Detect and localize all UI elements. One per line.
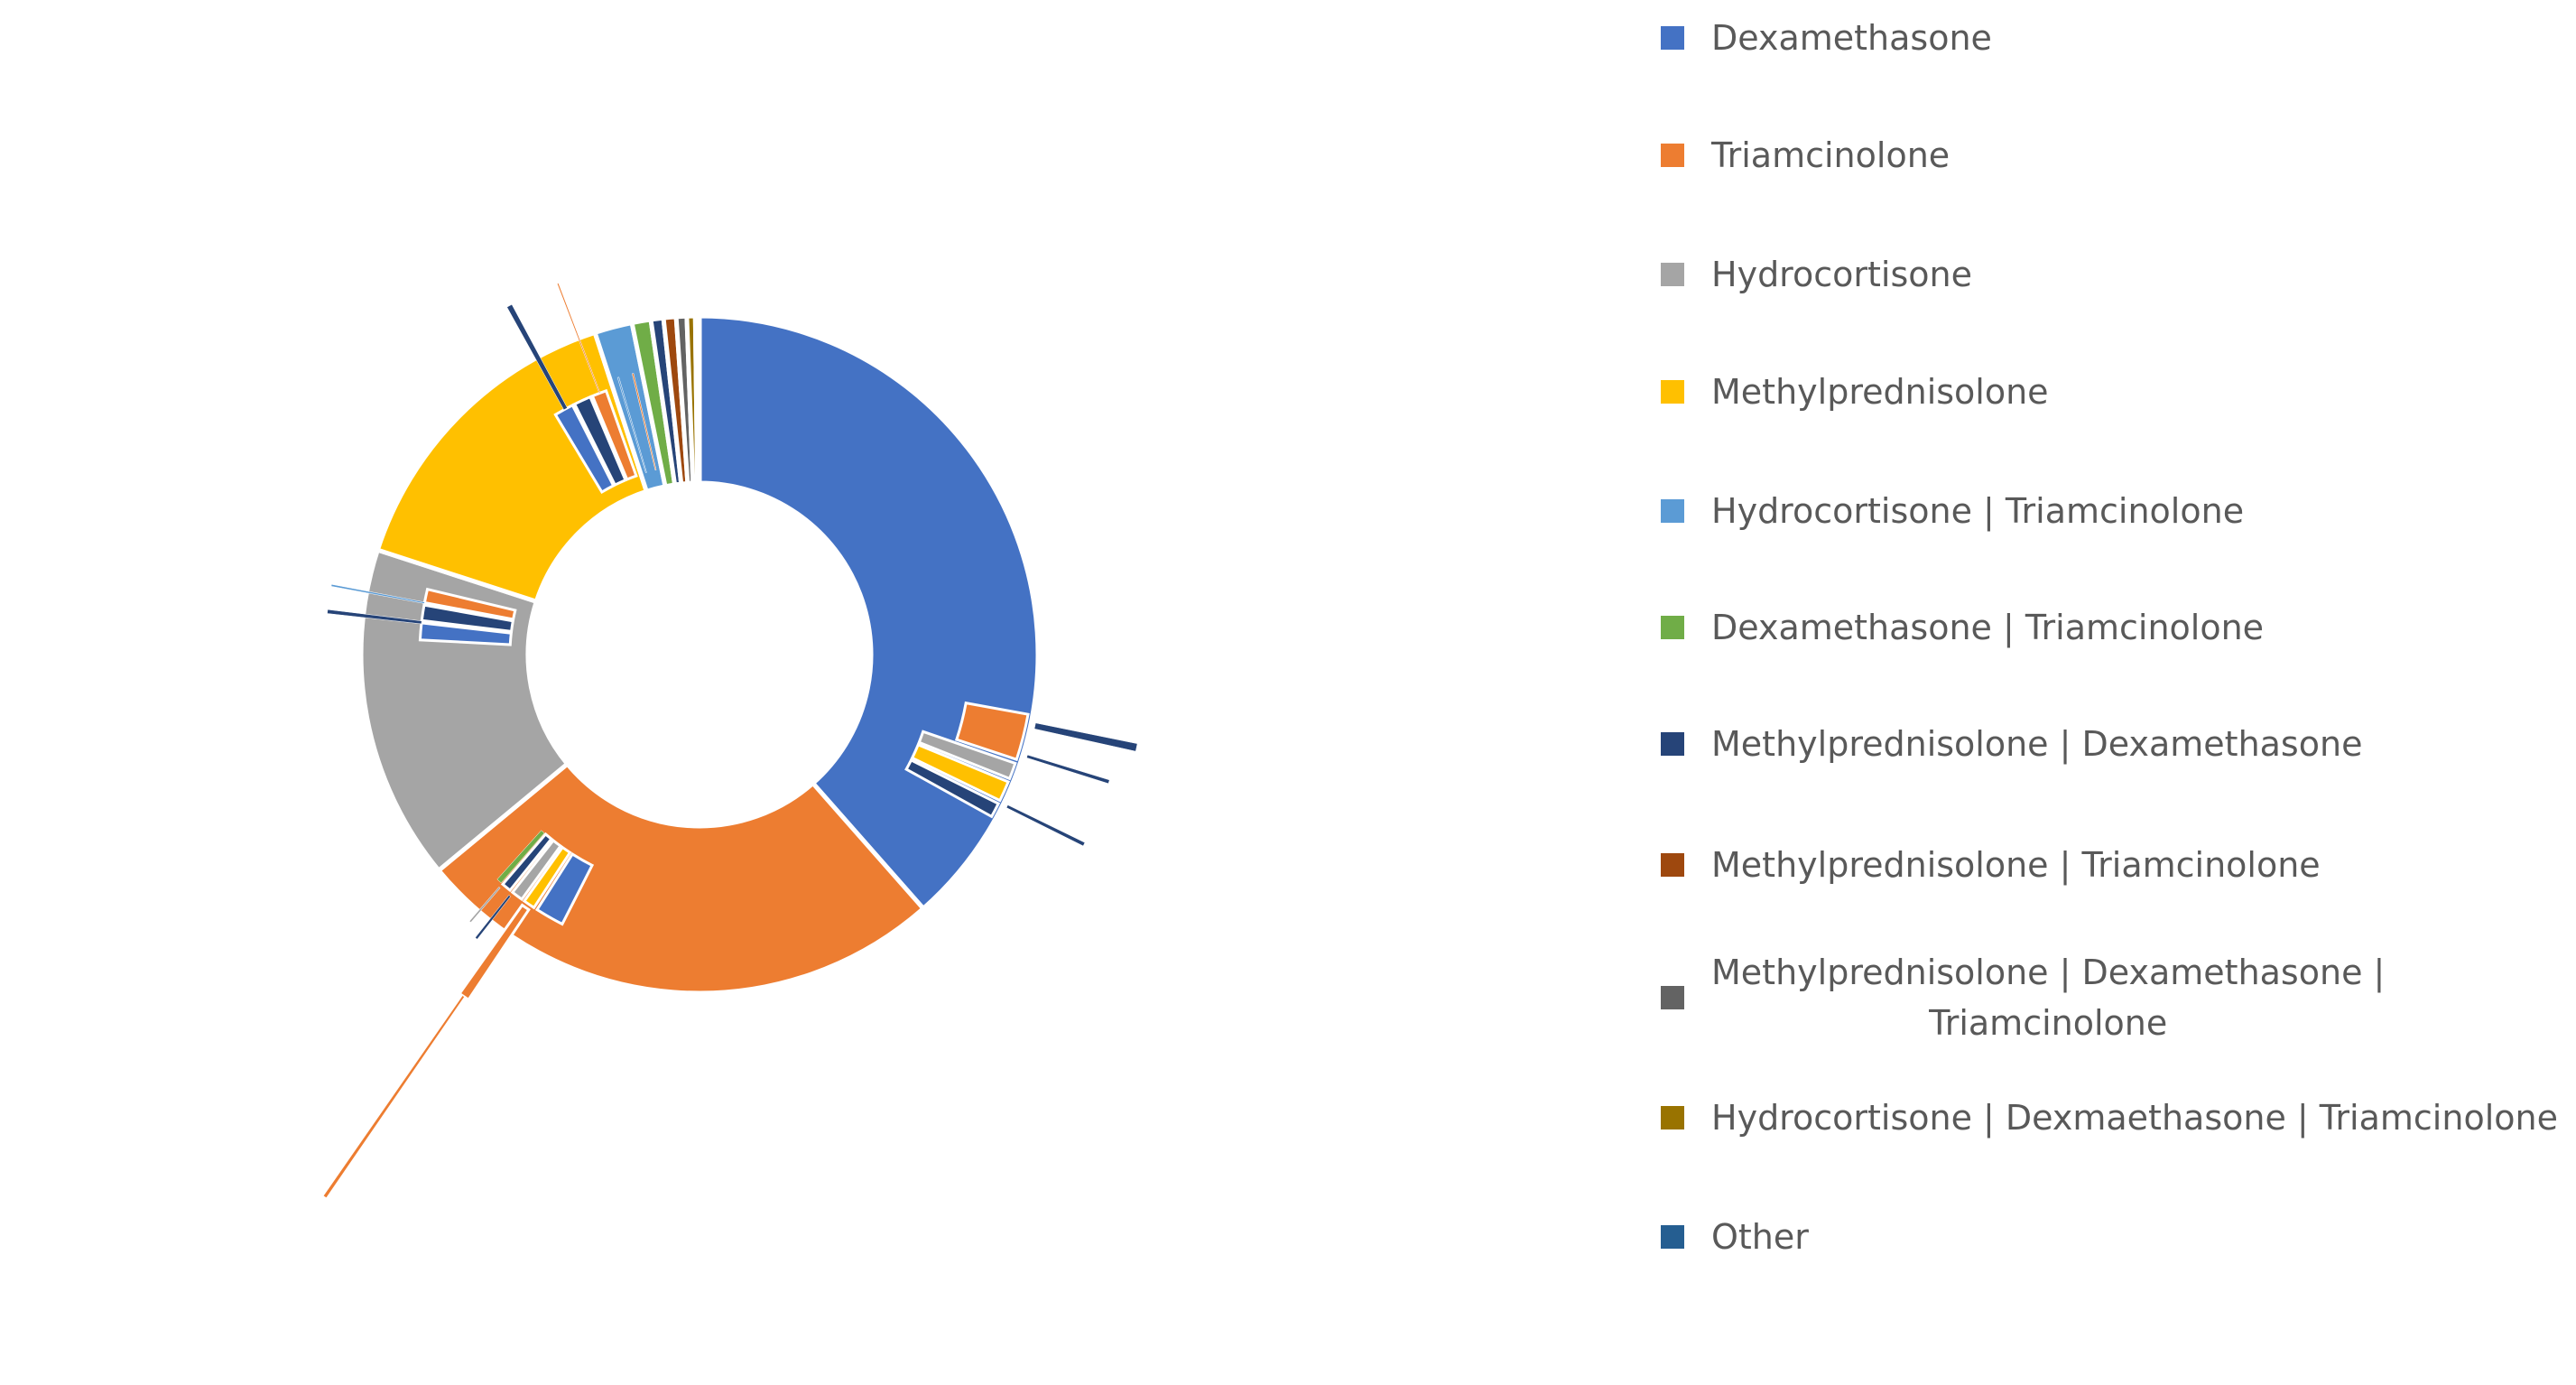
outer-segment-2 [910,742,1011,803]
legend-label-line: Methylprednisolone [1711,372,2049,412]
slice-triamcinolone [435,760,927,996]
slice-methylprednisolone [375,330,650,605]
slice-other [692,313,702,486]
outer-segment-12 [458,903,531,1002]
legend-label: Other [1711,1212,1809,1262]
legend-item-methylprednisolone-dexamethasone-triamcinolone: Methylprednisolone | Dexamethasone | Tria… [1661,947,2385,1048]
legend-swatch [1661,144,1684,167]
legend-label-line: Methylprednisolone | Triamcinolone [1711,845,2321,885]
legend-item-methylprednisolone-triamcinolone: Methylprednisolone | Triamcinolone [1661,840,2321,890]
sunburst-chart [323,283,1138,1198]
legend-swatch [1661,26,1684,50]
outer-segment-6 [1005,804,1086,847]
outer-segment-5 [1026,754,1110,785]
legend-label: Dexamethasone [1711,13,1992,63]
legend-swatch [1661,732,1684,756]
outer-segment-19 [327,609,422,625]
legend-label: Hydrocortisone | Triamcinolone [1711,486,2244,536]
outer-segment-11 [496,830,545,884]
outer-segment-16 [418,621,514,646]
legend-item-hydrocortisone-dexmaethasone-triamcinolone: Hydrocortisone | Dexmaethasone | Triamci… [1661,1092,2558,1143]
legend-swatch [1661,1225,1684,1249]
legend-swatch [1661,263,1684,286]
inner-ring [358,313,1041,996]
outer-segment-10 [500,832,553,893]
legend-label-line: Triamcinolone [1929,1003,2168,1043]
outer-segment-15 [323,995,465,1198]
outer-segment-22 [572,395,627,488]
legend-label: Methylprednisolone | Dexamethasone | Tria… [1711,947,2385,1048]
legend-item-triamcinolone: Triamcinolone [1661,130,1950,181]
slice-hydrocortisone [358,546,571,874]
outer-segment-17 [420,603,515,634]
legend-label-line: Dexamethasone | Triamcinolone [1711,608,2265,647]
legend-label: Methylprednisolone [1711,367,2049,417]
legend-label-line: Dexamethasone [1711,18,1992,58]
legend-item-hydrocortisone: Hydrocortisone [1661,249,1972,300]
legend-label-line: Hydrocortisone | Dexmaethasone | Triamci… [1711,1098,2558,1138]
legend-swatch [1661,616,1684,639]
outer-segment-1 [917,730,1017,781]
legend-swatch [1661,499,1684,523]
legend-label-line: Methylprednisolone | Dexamethasone [1711,724,2363,764]
outer-segment-23 [590,388,638,481]
legend-label-line: Other [1711,1217,1809,1257]
legend-item-dexamethasone-triamcinolone: Dexamethasone | Triamcinolone [1661,602,2264,653]
legend-label-line: Triamcinolone [1711,135,1951,175]
legend-label-line: Hydrocortisone | Triamcinolone [1711,491,2245,531]
legend-label: Triamcinolone [1711,130,1950,181]
legend-item-other: Other [1661,1212,1809,1262]
outer-segment-27 [631,373,657,471]
outer-segment-8 [522,845,572,910]
outer-segment-3 [904,758,1001,819]
legend-label: Methylprednisolone | Dexamethasone [1711,719,2362,769]
legend-item-methylprednisolone-dexamethasone: Methylprednisolone | Dexamethasone [1661,719,2362,769]
legend-label: Dexamethasone | Triamcinolone [1711,602,2264,653]
outer-segment-4 [1033,722,1138,752]
outer-segment-26 [616,376,647,473]
legend-label-line: Methylprednisolone | Dexamethasone | [1711,953,2386,992]
legend-item-hydrocortisone-triamcinolone: Hydrocortisone | Triamcinolone [1661,486,2244,536]
outer-segment-14 [468,887,501,923]
outer-segment-0 [954,701,1030,762]
legend-swatch [1661,1106,1684,1129]
outer-segment-7 [534,851,595,926]
legend-item-dexamethasone: Dexamethasone [1661,13,1992,63]
outer-segment-24 [506,303,568,411]
legend-swatch [1661,380,1684,404]
legend-label: Hydrocortisone [1711,249,1972,300]
outer-segment-13 [475,895,512,940]
outer-ring [323,283,1138,1198]
outer-segment-9 [510,838,563,902]
outer-segment-21 [553,403,616,495]
outer-segment-20 [330,583,425,604]
legend-label: Methylprednisolone | Triamcinolone [1711,840,2321,890]
legend-swatch [1661,853,1684,877]
legend-swatch [1661,986,1684,1009]
legend-item-methylprednisolone: Methylprednisolone [1661,367,2049,417]
outer-segment-25 [556,283,601,394]
outer-segment-18 [422,587,517,621]
legend-label: Hydrocortisone | Dexmaethasone | Triamci… [1711,1092,2558,1143]
legend-label-line: Hydrocortisone [1711,255,1972,294]
